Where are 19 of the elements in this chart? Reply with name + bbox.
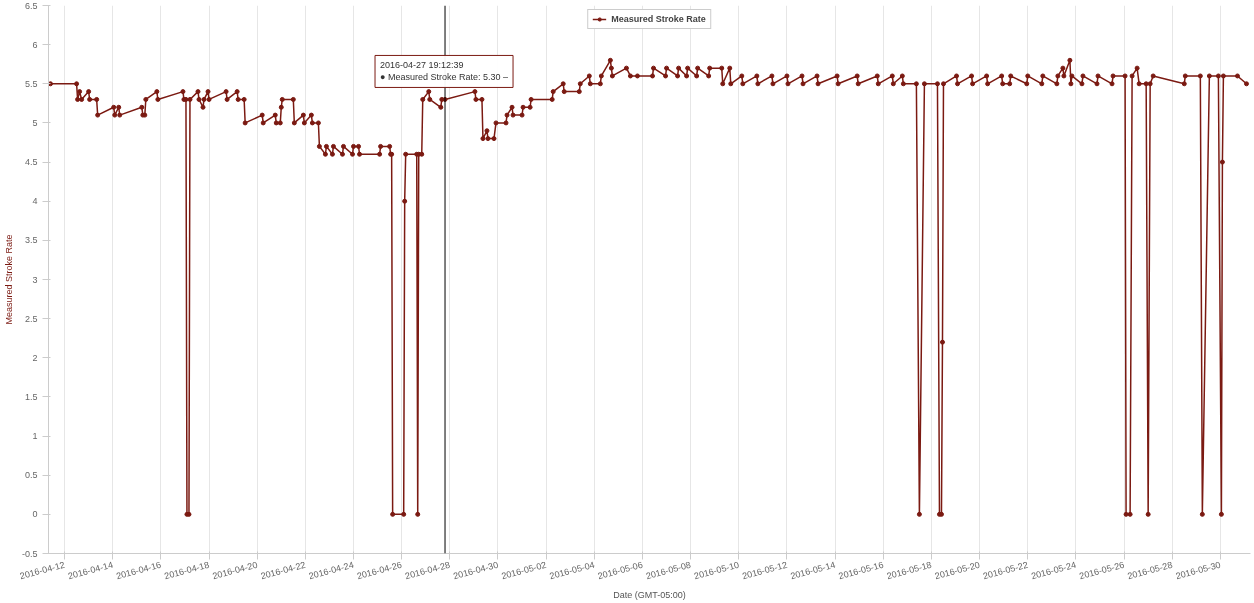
y-tick-label: 3.5 bbox=[24, 235, 38, 246]
y-tick-label: 5.5 bbox=[24, 78, 38, 89]
y-tick-label: 4 bbox=[32, 196, 38, 207]
y-tick-label: 6 bbox=[32, 39, 38, 50]
y-tick-label: 2 bbox=[32, 352, 38, 363]
annotation: 2016-04-27 19:12:39 ● Measured Stroke Rate: 5.30 – bbox=[380, 60, 509, 83]
y-tick-label: 4.5 bbox=[24, 157, 38, 168]
x-axis-title: Date (GMT-05:00) bbox=[613, 590, 686, 601]
y-tick-label: 0.5 bbox=[24, 470, 38, 481]
y-tick-label: 3 bbox=[32, 274, 38, 285]
y-tick-label: 1.5 bbox=[24, 391, 38, 402]
y-tick-label: 5 bbox=[32, 117, 38, 128]
y-tick-label: 6.5 bbox=[24, 0, 38, 11]
legend-label: Measured Stroke Rate bbox=[611, 14, 706, 24]
y-tick-label: 0 bbox=[32, 509, 38, 520]
y-axis-title: Measured Stroke Rate bbox=[3, 234, 14, 325]
y-tick-label: 2.5 bbox=[24, 313, 38, 324]
y-tick-label: -0.5 bbox=[21, 548, 38, 559]
y-tick-label: 1 bbox=[32, 431, 38, 442]
